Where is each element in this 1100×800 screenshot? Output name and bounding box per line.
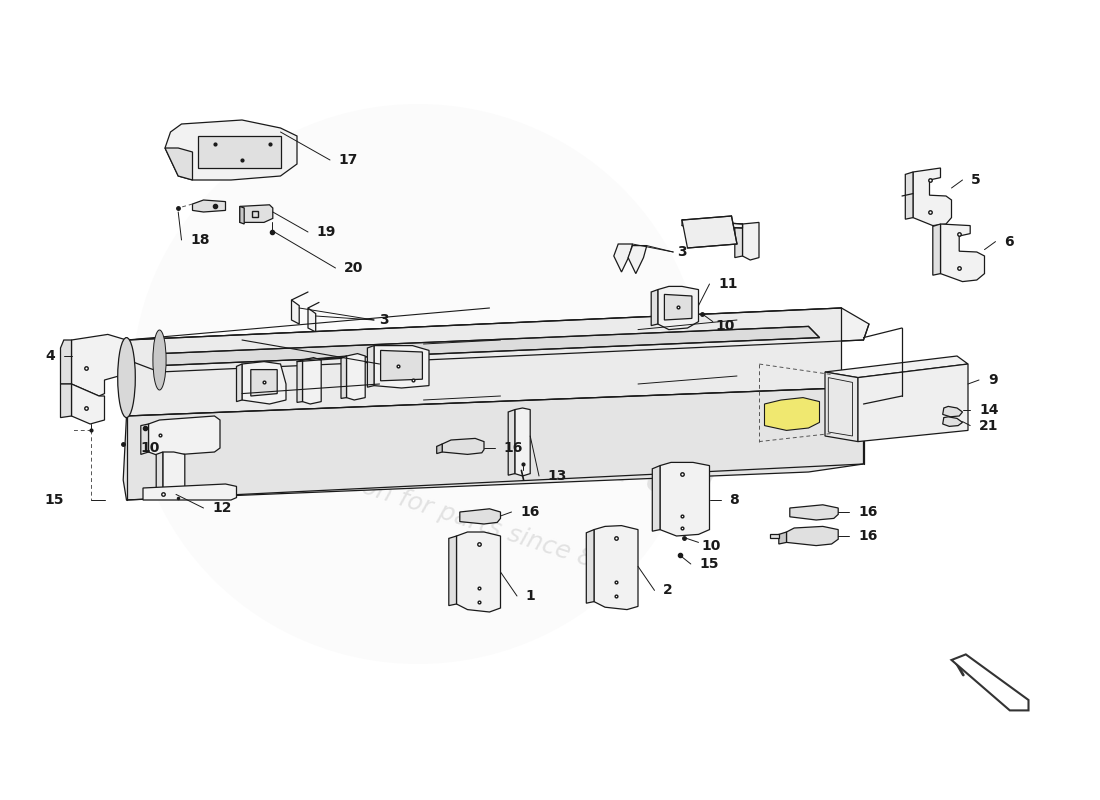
Polygon shape [242,362,286,404]
Text: 18: 18 [190,233,210,247]
Polygon shape [508,410,515,475]
Polygon shape [367,346,374,387]
Polygon shape [165,120,297,180]
Text: 15: 15 [700,557,719,571]
Text: 10: 10 [702,538,722,553]
Ellipse shape [153,330,166,390]
Polygon shape [790,505,838,520]
Polygon shape [742,222,759,260]
Polygon shape [594,526,638,610]
Text: 16: 16 [858,505,878,519]
Polygon shape [236,364,242,402]
Polygon shape [302,358,321,404]
Polygon shape [381,350,422,381]
Polygon shape [251,370,277,396]
Polygon shape [660,462,710,536]
Polygon shape [779,532,786,544]
Polygon shape [240,206,244,224]
Polygon shape [60,340,72,384]
Text: 19: 19 [317,225,337,239]
Text: 6: 6 [1004,234,1014,249]
Polygon shape [449,536,456,606]
Polygon shape [664,294,692,320]
Polygon shape [240,205,273,222]
Text: 4: 4 [45,349,55,363]
Polygon shape [297,360,302,402]
Text: 9: 9 [988,373,998,387]
Polygon shape [651,290,658,326]
Polygon shape [148,416,220,456]
Text: a passion for parts since 85: a passion for parts since 85 [275,447,612,577]
Polygon shape [346,354,365,400]
Polygon shape [192,200,226,212]
Text: 5: 5 [971,173,981,187]
Text: 16: 16 [504,441,524,455]
Polygon shape [165,148,192,180]
Text: eurosparts: eurosparts [330,342,722,522]
Text: 11: 11 [718,277,738,291]
Polygon shape [933,224,940,275]
Polygon shape [126,308,842,416]
Polygon shape [764,398,820,430]
Polygon shape [60,384,72,418]
Polygon shape [341,356,346,398]
Polygon shape [72,384,104,424]
Polygon shape [905,172,913,219]
Polygon shape [735,224,743,258]
Ellipse shape [118,338,135,418]
Polygon shape [682,216,737,248]
Polygon shape [141,424,149,454]
Text: 17: 17 [339,153,359,167]
Polygon shape [614,244,632,272]
Polygon shape [123,388,864,500]
Polygon shape [825,356,968,378]
Text: 15: 15 [44,493,64,507]
Polygon shape [437,444,442,454]
Polygon shape [658,286,698,330]
Polygon shape [786,526,838,546]
Polygon shape [292,300,299,324]
Polygon shape [825,372,858,442]
Polygon shape [943,417,962,426]
Polygon shape [940,224,984,282]
Text: 13: 13 [548,469,568,483]
Text: 2: 2 [663,583,673,598]
Text: 1: 1 [526,589,536,603]
Text: 10: 10 [715,319,735,334]
Polygon shape [456,532,501,612]
Polygon shape [586,530,594,603]
Polygon shape [160,326,820,366]
Polygon shape [652,466,660,531]
Polygon shape [156,452,163,492]
Polygon shape [143,484,236,500]
Text: 12: 12 [212,501,232,515]
Polygon shape [72,334,126,396]
Polygon shape [374,346,429,388]
Polygon shape [770,534,779,538]
Polygon shape [198,136,280,168]
Polygon shape [628,246,647,274]
Text: 16: 16 [858,529,878,543]
Polygon shape [460,509,500,524]
Polygon shape [515,408,530,476]
Text: 14: 14 [979,402,999,417]
Polygon shape [682,220,742,228]
Text: 20: 20 [344,261,364,275]
Polygon shape [858,364,968,442]
Polygon shape [952,654,1028,710]
Text: 8: 8 [729,493,739,507]
Text: 21: 21 [979,418,999,433]
Text: 3: 3 [678,245,688,259]
Polygon shape [442,438,484,454]
Polygon shape [913,168,952,226]
Text: 16: 16 [520,505,540,519]
Text: 10: 10 [141,441,161,455]
Text: 3: 3 [379,313,389,327]
Ellipse shape [132,104,704,664]
Polygon shape [126,308,869,372]
Polygon shape [943,406,962,417]
Polygon shape [308,308,316,332]
Polygon shape [163,452,185,494]
